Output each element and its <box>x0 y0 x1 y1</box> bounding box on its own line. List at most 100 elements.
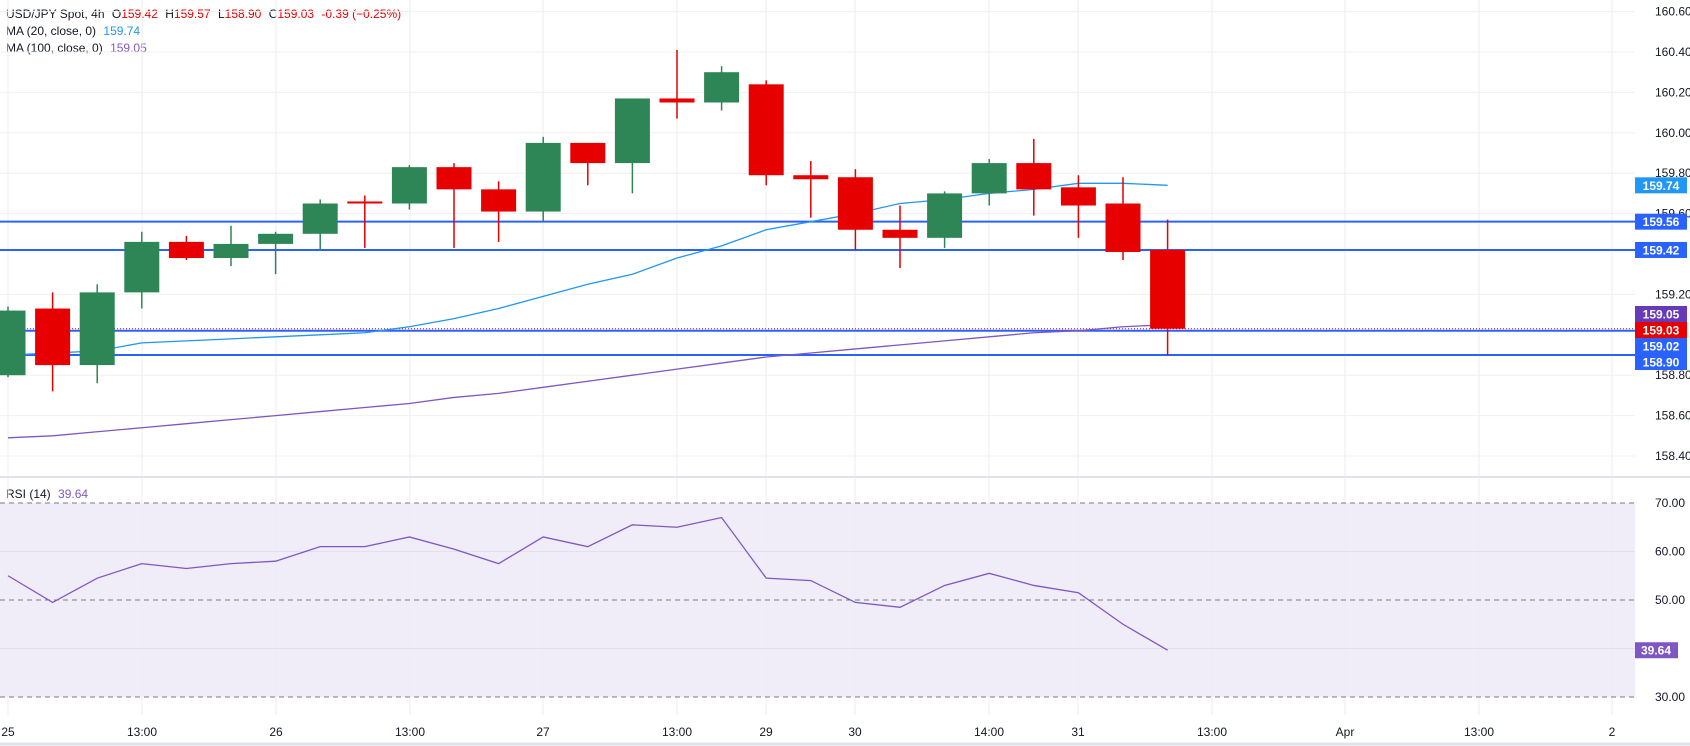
candle-body <box>481 189 517 212</box>
candle-body <box>570 142 606 164</box>
candle-body <box>213 243 249 259</box>
candle-body <box>659 98 695 103</box>
candle <box>481 181 517 242</box>
price-tag-label: 159.74 <box>1643 179 1680 193</box>
candle <box>793 161 829 218</box>
candle-body <box>258 233 294 244</box>
rsi-tag: 39.64 <box>1635 642 1678 659</box>
candle-body <box>436 167 472 190</box>
time-tick-label: 13:00 <box>1464 725 1494 739</box>
open-value: 159.42 <box>121 7 158 21</box>
time-tick-label: 30 <box>848 725 862 739</box>
rsi-value: 39.64 <box>58 487 89 501</box>
candle-body <box>1060 187 1096 206</box>
price-tag-bg <box>1635 177 1687 194</box>
close-value: 159.03 <box>277 7 315 21</box>
candle <box>1105 177 1141 261</box>
candle-body <box>525 142 561 212</box>
time-tick-label: 13:00 <box>662 725 692 739</box>
ohlc-open: O159.42 <box>112 7 158 21</box>
rsi-line <box>7 516 1168 651</box>
rsi-tick-label: 50.00 <box>1655 593 1685 607</box>
candle <box>124 231 160 309</box>
close-label: C <box>268 7 278 21</box>
candle <box>659 49 695 119</box>
rsi-tick-label: 70.00 <box>1655 496 1685 510</box>
symbol-legend: USD/JPY Spot, 4h O159.42 H159.57 L158.90… <box>6 7 405 21</box>
time-tick-label: 29 <box>759 725 773 739</box>
ma20-line <box>7 182 1168 356</box>
price-tag: 158.90 <box>1635 354 1687 370</box>
candle <box>1060 175 1096 238</box>
candle <box>570 142 606 186</box>
candle <box>258 231 294 275</box>
candle <box>302 199 338 250</box>
candle-body <box>927 193 963 238</box>
price-tick-label: 160.00 <box>1655 126 1690 140</box>
rsi-legend[interactable]: RSI (14) 39.64 <box>6 487 92 501</box>
candle <box>971 159 1007 206</box>
rsi-label: RSI (14) <box>6 487 51 501</box>
price-tag-label: 159.42 <box>1643 243 1680 257</box>
candle <box>1016 138 1052 216</box>
candle-body <box>79 292 115 366</box>
price-tag: 159.42 <box>1635 241 1687 258</box>
candle <box>837 169 873 250</box>
candle-body <box>1016 163 1052 190</box>
low-label: L <box>217 7 225 21</box>
time-tick-label: 2 <box>1609 725 1616 739</box>
price-tag: 159.05 <box>1635 306 1687 322</box>
price-tag: 159.02 <box>1635 338 1687 354</box>
time-tick-label: 25 <box>1 725 15 739</box>
candle <box>614 98 650 194</box>
time-tick-label: 13:00 <box>395 725 425 739</box>
price-tick-label: 160.20 <box>1655 85 1690 99</box>
candle <box>0 306 26 378</box>
high-label: H <box>165 7 174 21</box>
ohlc-close: C159.03 <box>269 7 314 21</box>
price-tag-label: 159.02 <box>1643 340 1680 354</box>
candle-body <box>302 203 338 234</box>
price-tag-label: 158.90 <box>1643 356 1680 370</box>
time-tick-label: 27 <box>536 725 550 739</box>
time-tick-label: 31 <box>1071 725 1085 739</box>
candle-body <box>882 229 918 238</box>
symbol-title: USD/JPY Spot, 4h <box>6 7 105 21</box>
candle-body <box>347 201 383 204</box>
candle-body <box>748 84 784 176</box>
candle-body <box>168 241 204 259</box>
price-tick-label: 158.40 <box>1655 449 1690 463</box>
price-tag-label: 159.03 <box>1643 324 1680 338</box>
candle <box>882 205 918 269</box>
candle <box>213 225 249 267</box>
candle-body <box>614 98 650 164</box>
ma100-line <box>7 324 1168 439</box>
price-axis-bg <box>1635 0 1690 746</box>
candle-body <box>837 177 873 230</box>
time-tick-label: 26 <box>269 725 283 739</box>
ma20-legend[interactable]: MA (20, close, 0) 159.74 <box>6 24 144 38</box>
open-label: O <box>111 7 122 21</box>
candle <box>79 284 115 384</box>
candle <box>748 80 784 186</box>
candle-body <box>124 241 160 293</box>
time-tick-label: 13:00 <box>1197 725 1227 739</box>
candle <box>436 163 472 248</box>
price-tag: 159.56 <box>1635 213 1687 230</box>
price-tick-label: 158.60 <box>1655 409 1690 423</box>
high-value: 159.57 <box>173 7 211 21</box>
candle-body <box>793 175 829 180</box>
price-tag-label: 159.56 <box>1643 215 1680 229</box>
rsi-tag-label: 39.64 <box>1641 644 1671 658</box>
price-tag-bg <box>1635 241 1687 258</box>
price-tag-bg <box>1635 306 1687 322</box>
candle <box>391 165 427 210</box>
candle <box>927 191 963 248</box>
candle <box>1150 219 1186 355</box>
candle <box>35 292 71 392</box>
price-tag: 159.74 <box>1635 177 1687 194</box>
candle-body <box>391 167 427 204</box>
ma20-label: MA (20, close, 0) <box>6 24 97 38</box>
price-tag-label: 159.05 <box>1643 308 1680 322</box>
